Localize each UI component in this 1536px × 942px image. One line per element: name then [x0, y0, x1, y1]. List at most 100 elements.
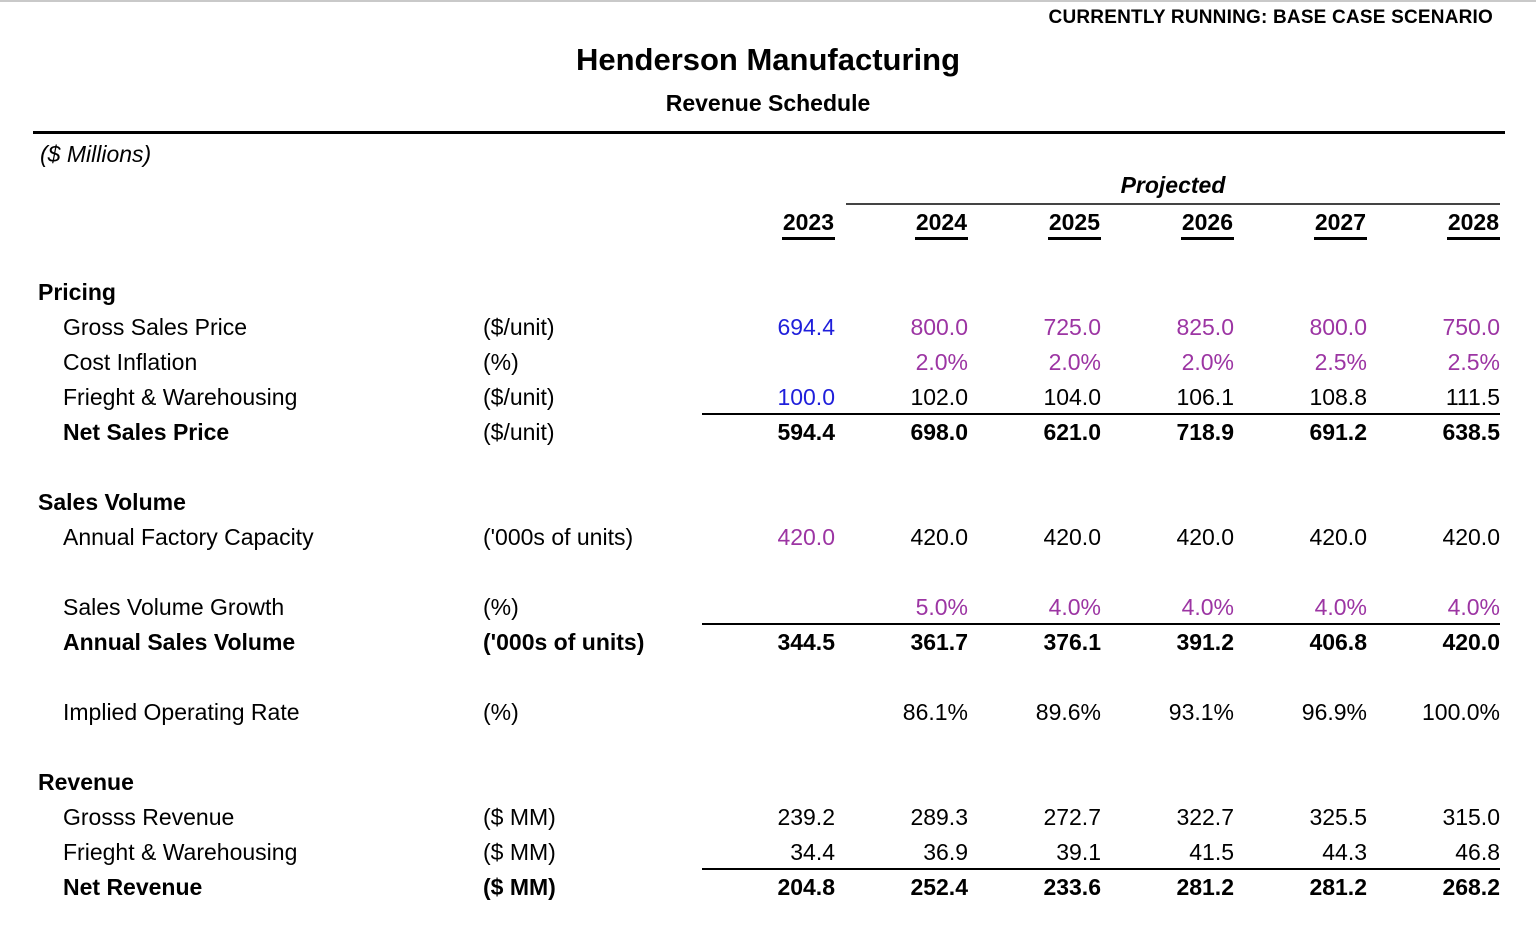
row-values: 2.0% 2.0% 2.0% 2.5% 2.5% [702, 345, 1500, 380]
section-title: Pricing [38, 279, 116, 305]
cell-2023: 34.4 [790, 839, 835, 865]
cell-2023: 204.8 [777, 874, 835, 900]
year-column-header: 2025 [1047, 205, 1101, 240]
cell-2023 [702, 590, 835, 625]
row-values: 204.8 252.4 233.6 281.2 281.2 268.2 [702, 870, 1500, 905]
cell-2028: 46.8 [1455, 839, 1500, 865]
cell-2025: 725.0 [1043, 314, 1101, 340]
row-values: 239.2 289.3 272.7 322.7 325.5 315.0 [702, 800, 1500, 835]
cell-2025: 376.1 [1043, 629, 1101, 655]
row-label: Net Sales Price [63, 419, 230, 445]
year-column-header: 2027 [1313, 205, 1367, 240]
row-label: Cost Inflation [63, 349, 198, 375]
year-header-label-spacer [38, 205, 483, 240]
cell-2028: 638.5 [1442, 419, 1500, 445]
cell-2028: 4.0% [1447, 594, 1500, 620]
cell-2027: 406.8 [1309, 629, 1367, 655]
table-row: Implied Operating Rate (%) 86.1% 89.6% 93.1%… [38, 695, 1500, 730]
top-edge-line [0, 0, 1536, 2]
blank-row [38, 450, 1500, 485]
cell-2023: 420.0 [777, 524, 835, 550]
cell-2026: 41.5 [1189, 839, 1234, 865]
cell-2024: 36.9 [923, 839, 968, 865]
row-label: Gross Sales Price [63, 314, 248, 340]
row-unit: ('000s of units) [483, 629, 645, 655]
year-column-header: 2028 [1446, 205, 1500, 240]
cell-2025: 233.6 [1043, 874, 1101, 900]
blank-row [38, 660, 1500, 695]
table-row: Sales Volume Growth (%) 5.0% 4.0% 4.0% 4.0% 4.… [38, 590, 1500, 625]
table-row: Net Sales Price ($/unit) 594.4 698.0 621.0 71… [38, 415, 1500, 450]
cell-2026: 322.7 [1176, 804, 1234, 830]
year-header-unit-spacer [483, 205, 702, 240]
row-label: Frieght & Warehousing [63, 384, 298, 410]
cell-2028: 750.0 [1442, 314, 1500, 340]
cell-2023: 594.4 [777, 419, 835, 445]
section-header-row: Sales Volume [38, 485, 1500, 520]
cell-2023: 694.4 [777, 314, 835, 340]
cell-2028: 2.5% [1447, 349, 1500, 375]
cell-2024: 5.0% [915, 594, 968, 620]
page-title: Henderson Manufacturing [575, 42, 961, 77]
cell-2024: 2.0% [915, 349, 968, 375]
cell-2028: 268.2 [1442, 874, 1500, 900]
row-values: 694.4 800.0 725.0 825.0 800.0 750.0 [702, 310, 1500, 345]
cell-2026: 106.1 [1176, 384, 1234, 410]
cell-2024: 252.4 [910, 874, 968, 900]
cell-2024: 800.0 [910, 314, 968, 340]
cell-2026: 718.9 [1176, 419, 1234, 445]
projected-label: Projected [846, 170, 1500, 205]
cell-2025: 89.6% [1035, 699, 1101, 725]
cell-2027: 420.0 [1309, 524, 1367, 550]
row-label: Annual Sales Volume [63, 629, 296, 655]
row-label: Grosss Revenue [63, 804, 235, 830]
cell-2025: 420.0 [1043, 524, 1101, 550]
revenue-table: Projected 2023 2024 2025 2026 2027 2028 … [38, 170, 1500, 905]
cell-2024: 102.0 [910, 384, 968, 410]
projected-header-row: Projected [38, 170, 1500, 205]
row-label: Annual Factory Capacity [63, 524, 314, 550]
row-unit: ($ MM) [483, 804, 556, 830]
cell-2027: 325.5 [1309, 804, 1367, 830]
cell-2024: 86.1% [902, 699, 968, 725]
cell-2028: 111.5 [1445, 384, 1500, 410]
cell-2028: 420.0 [1442, 524, 1500, 550]
table-row: Cost Inflation (%) 2.0% 2.0% 2.0% 2.5% 2.5% [38, 345, 1500, 380]
row-unit: ($/unit) [483, 314, 555, 340]
blank-row [38, 240, 1500, 275]
cell-2027: 96.9% [1301, 699, 1367, 725]
table-row: Annual Factory Capacity ('000s of units) 4… [38, 520, 1500, 555]
cell-2023 [702, 695, 835, 730]
year-header-row: 2023 2024 2025 2026 2027 2028 [38, 205, 1500, 240]
section-header-row: Revenue [38, 765, 1500, 800]
row-unit: ($/unit) [483, 419, 555, 445]
section-title: Revenue [38, 769, 134, 795]
table-row: Frieght & Warehousing ($ MM) 34.4 36.9 39.1 4… [38, 835, 1500, 870]
table-row: Gross Sales Price ($/unit) 694.4 800.0 725.0… [38, 310, 1500, 345]
table-rows: Pricing Gross Sales Price ($/unit) 694.4 800… [38, 240, 1500, 905]
row-unit: ('000s of units) [483, 524, 634, 550]
row-label: Frieght & Warehousing [63, 839, 298, 865]
title-divider-line [33, 131, 1505, 134]
year-column-header: 2024 [914, 205, 968, 240]
table-row: Grosss Revenue ($ MM) 239.2 289.3 272.7 322.7… [38, 800, 1500, 835]
cell-2027: 108.8 [1309, 384, 1367, 410]
section-title: Sales Volume [38, 489, 186, 515]
cell-2024: 698.0 [910, 419, 968, 445]
row-values: 34.4 36.9 39.1 41.5 44.3 46.8 [702, 835, 1500, 870]
row-values: 594.4 698.0 621.0 718.9 691.2 638.5 [702, 415, 1500, 450]
cell-2028: 315.0 [1442, 804, 1500, 830]
row-unit: (%) [483, 349, 519, 375]
section-header-row: Pricing [38, 275, 1500, 310]
year-column-header: 2026 [1180, 205, 1234, 240]
row-values: 86.1% 89.6% 93.1% 96.9% 100.0% [702, 695, 1500, 730]
cell-2026: 825.0 [1176, 314, 1234, 340]
cell-2026: 4.0% [1181, 594, 1234, 620]
row-unit: (%) [483, 594, 519, 620]
row-unit: ($ MM) [483, 874, 556, 900]
cell-2026: 391.2 [1176, 629, 1234, 655]
units-note: ($ Millions) [40, 141, 152, 167]
page-subtitle: Revenue Schedule [665, 90, 871, 116]
table-row: Frieght & Warehousing ($/unit) 100.0 102.0 1… [38, 380, 1500, 415]
